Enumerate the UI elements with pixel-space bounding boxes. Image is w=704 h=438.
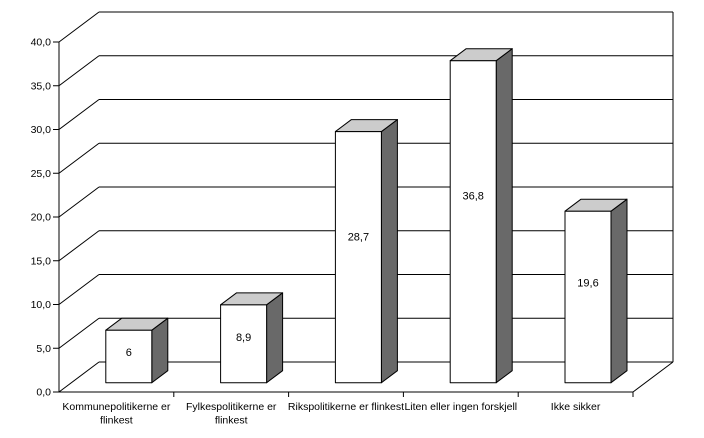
left-wall-diagonal xyxy=(58,11,100,43)
category-label: Ikke sikker xyxy=(551,401,601,413)
bar-value-label: 8,9 xyxy=(236,332,251,344)
category-label: Fylkespolitikerne er flinkest xyxy=(186,401,277,427)
bar: 6 xyxy=(105,317,169,384)
bar-side-face xyxy=(495,48,513,384)
bar-front-face xyxy=(105,329,153,384)
y-tick-label: 40,0 xyxy=(31,37,52,49)
y-tick-label: 25,0 xyxy=(31,168,52,180)
bar-side-face xyxy=(380,119,398,384)
left-wall-diagonal xyxy=(58,186,100,218)
y-tick-label: 10,0 xyxy=(31,299,52,311)
bar-front-face xyxy=(564,210,612,384)
category-label-line: Ikke sikker xyxy=(551,401,601,413)
bar-side-face xyxy=(610,198,628,384)
bar: 36,8 xyxy=(449,48,513,384)
left-wall-diagonal xyxy=(58,274,100,305)
bar: 28,7 xyxy=(334,119,398,384)
category-label: Liten eller ingen forskjell xyxy=(404,401,517,413)
bar-value-label: 28,7 xyxy=(348,232,369,244)
bar-value-label: 6 xyxy=(126,347,132,359)
left-wall-diagonal xyxy=(58,99,100,130)
bar-front-face xyxy=(449,60,497,384)
bar-front-face xyxy=(334,131,382,384)
bar: 19,6 xyxy=(564,198,628,384)
category-label-line: flinkest xyxy=(215,415,248,427)
bar-front-face xyxy=(220,304,268,384)
y-tick-label: 5,0 xyxy=(36,343,51,355)
y-tick-label: 35,0 xyxy=(31,80,52,92)
bar-value-label: 36,8 xyxy=(462,190,483,202)
bar-value-label: 19,6 xyxy=(577,278,598,290)
category-label: Kommunepolitikerne er flinkest xyxy=(62,401,170,427)
left-wall-diagonal xyxy=(58,55,100,87)
y-tick-label: 15,0 xyxy=(31,255,52,267)
bar: 8,9 xyxy=(220,292,284,384)
category-label-line: Liten eller ingen forskjell xyxy=(404,401,517,413)
y-tick-label: 20,0 xyxy=(31,212,52,224)
category-label-line: Rikspolitikerne er flinkest xyxy=(288,401,404,413)
category-label-line: Fylkespolitikerne er xyxy=(186,401,277,413)
category-label-line: Kommunepolitikerne er xyxy=(62,401,170,413)
left-wall-diagonal xyxy=(58,142,100,174)
bar-side-face xyxy=(266,292,284,384)
left-wall-diagonal xyxy=(58,317,100,349)
category-label-line: flinkest xyxy=(100,415,133,427)
category-label: Rikspolitikerne er flinkest xyxy=(288,401,404,413)
floor-right-edge xyxy=(632,361,674,393)
y-tick-label: 0,0 xyxy=(36,387,51,399)
y-tick-label: 30,0 xyxy=(31,124,52,136)
left-wall-diagonal xyxy=(58,230,100,262)
left-wall-diagonal xyxy=(58,361,100,393)
